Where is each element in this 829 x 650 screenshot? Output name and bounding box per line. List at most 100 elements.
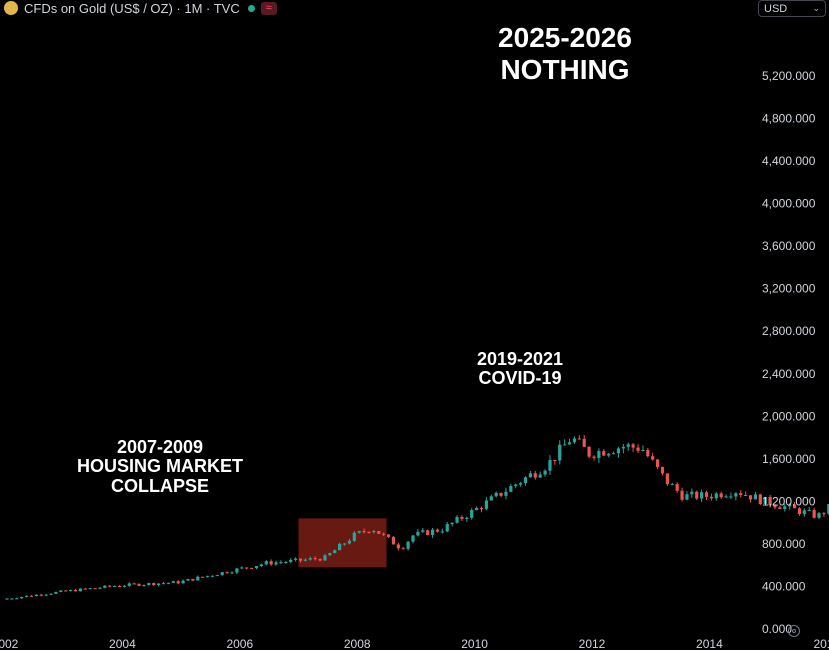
candle [147, 582, 151, 587]
candle [171, 580, 175, 583]
candle [342, 543, 347, 546]
candle-body [191, 578, 195, 581]
candle [352, 531, 356, 542]
candle [201, 576, 205, 578]
candle [621, 443, 625, 454]
y-tick-label: 1,600.000 [762, 452, 816, 466]
candle-body [401, 548, 405, 550]
candle-body [484, 500, 488, 509]
candle [445, 521, 449, 533]
candle [259, 563, 263, 568]
candle-body [572, 438, 577, 443]
candle [641, 445, 645, 452]
candle-body [773, 505, 777, 508]
candle [29, 595, 34, 597]
candle [626, 442, 630, 451]
candle [430, 527, 435, 538]
candle [479, 506, 484, 513]
candle-body [205, 575, 210, 577]
candle [758, 493, 762, 506]
candle-body [269, 561, 273, 565]
candle-body [108, 585, 112, 587]
candle-body [328, 553, 332, 556]
currency-value: USD [764, 2, 788, 15]
candle-body [294, 558, 298, 560]
candle [303, 558, 307, 562]
candle-body [626, 444, 630, 447]
y-tick-label: 2,400.000 [762, 367, 816, 381]
candle-body [817, 513, 821, 518]
candle [646, 447, 650, 458]
annotation-housing-collapse: 2007-2009 HOUSING MARKET COLLAPSE [77, 437, 243, 496]
candle [103, 585, 107, 589]
y-tick-label: 1,200.000 [762, 494, 816, 508]
candle-body [479, 507, 484, 509]
y-tick-label: 5,200.000 [762, 69, 816, 83]
time-axis[interactable]: 2002200420062008201020122014201620182020… [0, 637, 829, 650]
candle [117, 585, 122, 588]
candle [132, 582, 136, 585]
candle [367, 531, 371, 534]
candle [475, 506, 479, 511]
candle-body [744, 495, 748, 497]
candle [298, 558, 303, 563]
candle-body [230, 572, 234, 574]
candle-body [812, 510, 816, 518]
green-dot-icon [247, 4, 255, 12]
candle [680, 487, 684, 502]
candle-body [514, 484, 518, 487]
candle [822, 512, 826, 517]
candle [294, 557, 298, 562]
candle-body [788, 504, 792, 507]
candle-body [655, 459, 660, 467]
candle [245, 567, 249, 570]
candle-body [147, 583, 151, 585]
candle [548, 455, 552, 476]
candle-body [768, 496, 772, 506]
currency-selector[interactable]: USD ⌄ [758, 0, 826, 17]
candle [416, 529, 420, 537]
candle-body [391, 536, 396, 545]
candle [602, 449, 606, 456]
candle-body [347, 540, 352, 544]
candle-body [665, 473, 669, 485]
candle [10, 598, 14, 600]
price-axis[interactable]: 0.000 400.000 800.000 1,200.000 1,600.000 2,0… [762, 69, 816, 636]
highlight-region-1 [298, 518, 387, 568]
candle-body [122, 585, 126, 587]
candle [499, 492, 503, 498]
candle-body [210, 575, 215, 577]
candle-body [792, 504, 797, 509]
candle [24, 595, 29, 598]
candle-body [763, 496, 767, 504]
candle [386, 534, 391, 538]
candle-body [289, 559, 293, 563]
candle-body [753, 494, 758, 500]
candle-body [352, 532, 356, 541]
gear-icon[interactable] [788, 625, 800, 637]
wave-icon[interactable]: ≈ [260, 1, 277, 15]
candle [700, 489, 704, 503]
candle [377, 530, 381, 534]
candle-body [338, 543, 342, 551]
candle-body [827, 504, 829, 514]
candle-body [734, 493, 738, 497]
candle-body [616, 448, 621, 454]
candle-body [308, 558, 312, 560]
x-tick-label: 2012 [579, 637, 606, 650]
candle [166, 582, 171, 585]
candle-body [186, 578, 190, 581]
symbol-title[interactable]: CFDs on Gold (US$ / OZ) · 1M · TVC [24, 0, 240, 16]
candle [323, 553, 327, 561]
chevron-down-icon: ⌄ [812, 3, 820, 13]
candle [176, 580, 180, 585]
candle-body [367, 531, 371, 533]
candle [215, 574, 219, 577]
candle-body [636, 447, 640, 451]
candle-body [700, 492, 704, 499]
candle [812, 507, 816, 519]
candle-body [704, 492, 709, 497]
candle [748, 495, 753, 503]
candle-body [24, 595, 29, 597]
